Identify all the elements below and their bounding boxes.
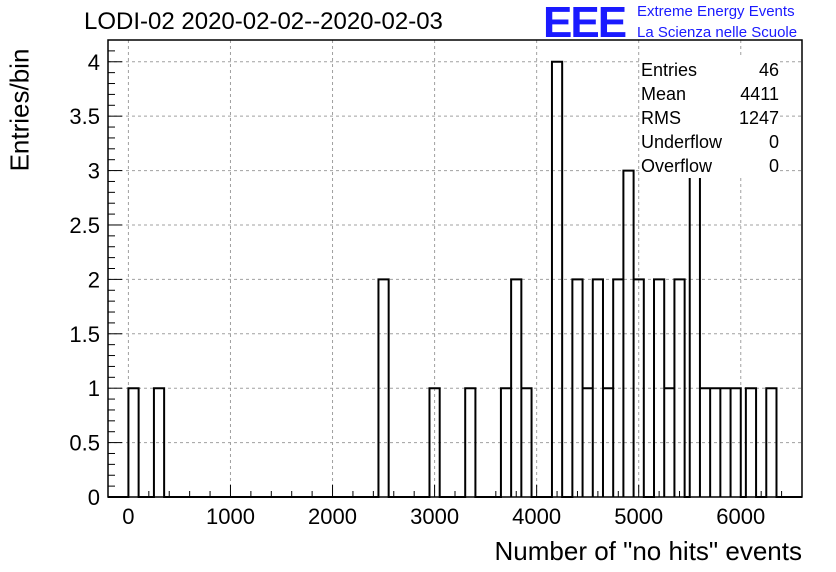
- x-axis-label: Number of "no hits" events: [494, 536, 803, 566]
- stat-label: Overflow: [641, 156, 713, 176]
- stat-row-overflow: Overflow 0: [641, 154, 779, 178]
- y-tick-label: 3.5: [69, 104, 100, 129]
- logo-subtitle-line1: Extreme Energy Events: [637, 3, 795, 20]
- x-tick-label: 3000: [410, 504, 459, 529]
- y-tick-label: 2.5: [69, 213, 100, 238]
- y-tick-label: 1: [88, 376, 100, 401]
- y-tick-label: 2: [88, 267, 100, 292]
- stat-label: Entries: [641, 60, 698, 80]
- stat-row-underflow: Underflow 0: [641, 130, 779, 154]
- stat-value: 1247: [738, 108, 779, 128]
- stat-row-entries: Entries 46: [641, 58, 779, 82]
- x-tick-label: 1000: [206, 504, 255, 529]
- stat-value: 4411: [740, 84, 779, 104]
- stat-label: Underflow: [641, 132, 723, 152]
- x-tick-label: 5000: [614, 504, 663, 529]
- y-tick-label: 1.5: [69, 322, 100, 347]
- stat-value: 0: [768, 156, 779, 176]
- x-tick-label: 0: [122, 504, 134, 529]
- stat-label: Mean: [641, 84, 687, 104]
- y-tick-label: 0: [88, 485, 100, 510]
- x-tick-label: 2000: [308, 504, 357, 529]
- stat-row-mean: Mean 4411: [641, 82, 779, 106]
- stat-value: 46: [758, 60, 779, 80]
- logo-subtitle-line2: La Scienza nelle Scuole: [637, 24, 798, 41]
- chart-title: LODI-02 2020-02-02--2020-02-03: [84, 8, 443, 35]
- stat-row-rms: RMS 1247: [641, 106, 779, 130]
- x-tick-label: 4000: [512, 504, 561, 529]
- stats-box: Entries 46 Mean 4411 RMS 1247 Underflow …: [641, 58, 779, 178]
- stat-label: RMS: [641, 108, 681, 128]
- histogram-outline: [108, 60, 802, 498]
- y-tick-label: 3: [88, 159, 100, 184]
- eee-logo: EEE: [543, 0, 627, 47]
- y-tick-label: 0.5: [69, 431, 100, 456]
- y-axis-label: Entries/bin: [4, 48, 35, 172]
- x-tick-label: 6000: [716, 504, 765, 529]
- stat-value: 0: [768, 132, 779, 152]
- y-tick-label: 4: [88, 50, 100, 75]
